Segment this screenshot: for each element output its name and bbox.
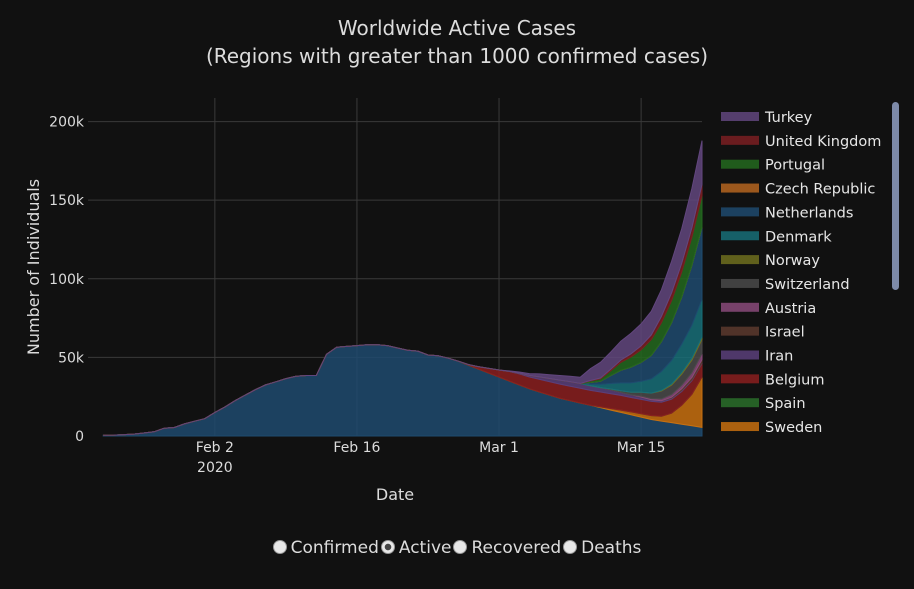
- legend-item-israel[interactable]: Israel: [721, 325, 805, 341]
- legend-label: Norway: [765, 253, 820, 269]
- radio-circle-icon[interactable]: [563, 540, 578, 554]
- legend-item-norway[interactable]: Norway: [721, 253, 820, 269]
- legend-label: Netherlands: [765, 205, 853, 221]
- chart-title: Worldwide Active Cases (Regions with gre…: [0, 14, 914, 70]
- legend-swatch: [721, 398, 759, 408]
- y-tick-label: 200k: [49, 115, 85, 131]
- legend-item-belgium[interactable]: Belgium: [721, 372, 824, 388]
- legend-swatch: [721, 159, 759, 169]
- legend-scrollbar[interactable]: [892, 102, 899, 290]
- legend-swatch: [721, 374, 759, 384]
- radio-label: Deaths: [581, 538, 642, 558]
- y-tick-label: 50k: [58, 350, 85, 366]
- legend-swatch: [721, 183, 759, 193]
- x-tick-label: Feb 2: [196, 440, 234, 456]
- chart-title-line1: Worldwide Active Cases: [337, 16, 577, 40]
- legend-item-switzerland[interactable]: Switzerland: [721, 277, 850, 293]
- legend-label: Sweden: [765, 420, 822, 436]
- legend-label: Belgium: [765, 372, 824, 388]
- legend-item-turkey[interactable]: Turkey: [721, 110, 813, 126]
- legend-label: Austria: [765, 301, 816, 317]
- area-series-turkey[interactable]: [103, 140, 703, 436]
- legend-label: Spain: [765, 396, 806, 412]
- legend-swatch: [721, 278, 759, 288]
- x-axis-title: Date: [376, 485, 414, 504]
- x-tick-label: Mar 1: [479, 440, 519, 456]
- legend-swatch: [721, 350, 759, 360]
- legend-label: Israel: [765, 325, 805, 341]
- legend-item-denmark[interactable]: Denmark: [721, 229, 832, 245]
- legend-swatch: [721, 326, 759, 336]
- radio-deaths[interactable]: Deaths: [563, 538, 641, 558]
- radio-confirmed[interactable]: Confirmed: [272, 538, 379, 558]
- legend-swatch: [721, 207, 759, 217]
- legend-swatch: [721, 112, 759, 121]
- legend[interactable]: Turkey United Kingdom Portugal Czech Republ…: [721, 110, 881, 436]
- legend-label: Denmark: [765, 229, 832, 245]
- legend-item-netherlands[interactable]: Netherlands: [721, 205, 853, 221]
- legend-swatch: [721, 302, 759, 312]
- legend-label: Turkey: [764, 110, 813, 126]
- legend-item-united-kingdom[interactable]: United Kingdom: [721, 134, 881, 150]
- radio-label: Active: [398, 538, 452, 558]
- x-tick-label: Feb 16: [333, 440, 380, 456]
- y-axis-title: Number of Individuals: [24, 179, 43, 355]
- legend-item-sweden[interactable]: Sweden: [721, 420, 822, 436]
- legend-swatch: [721, 135, 759, 145]
- legend-item-portugal[interactable]: Portugal: [721, 158, 825, 174]
- legend-swatch: [721, 422, 759, 432]
- y-tick-label: 0: [75, 429, 84, 445]
- data-type-selector[interactable]: Confirmed Active Recovered Deaths: [0, 538, 914, 558]
- legend-label: Switzerland: [765, 277, 850, 293]
- radio-circle-icon[interactable]: [272, 540, 287, 554]
- radio-recovered[interactable]: Recovered: [453, 538, 561, 558]
- x-tick-sublabel: 2020: [197, 460, 233, 476]
- y-tick-label: 100k: [49, 272, 85, 288]
- chart-title-line2: (Regions with greater than 1000 confirme…: [205, 44, 709, 68]
- y-tick-label: 150k: [49, 193, 85, 209]
- legend-label: Czech Republic: [765, 182, 875, 198]
- legend-label: United Kingdom: [765, 134, 881, 150]
- x-tick-label: Mar 15: [617, 440, 666, 456]
- legend-swatch: [721, 255, 759, 265]
- legend-item-iran[interactable]: Iran: [721, 349, 793, 365]
- legend-item-czech-republic[interactable]: Czech Republic: [721, 182, 875, 198]
- radio-label: Confirmed: [290, 538, 379, 558]
- legend-label: Portugal: [765, 158, 825, 174]
- radio-label: Recovered: [471, 538, 562, 558]
- radio-active[interactable]: Active: [380, 538, 452, 558]
- axis-layer: 0 50k 100k 150k 200k Feb 2 2020 Feb 16 Mar 1 Mar …: [49, 115, 665, 476]
- radio-circle-icon[interactable]: [380, 540, 395, 554]
- legend-item-spain[interactable]: Spain: [721, 396, 806, 412]
- legend-item-austria[interactable]: Austria: [721, 301, 816, 317]
- area-layer[interactable]: [102, 140, 703, 437]
- legend-swatch: [721, 231, 759, 241]
- radio-circle-icon[interactable]: [453, 540, 468, 554]
- legend-label: Iran: [765, 349, 793, 365]
